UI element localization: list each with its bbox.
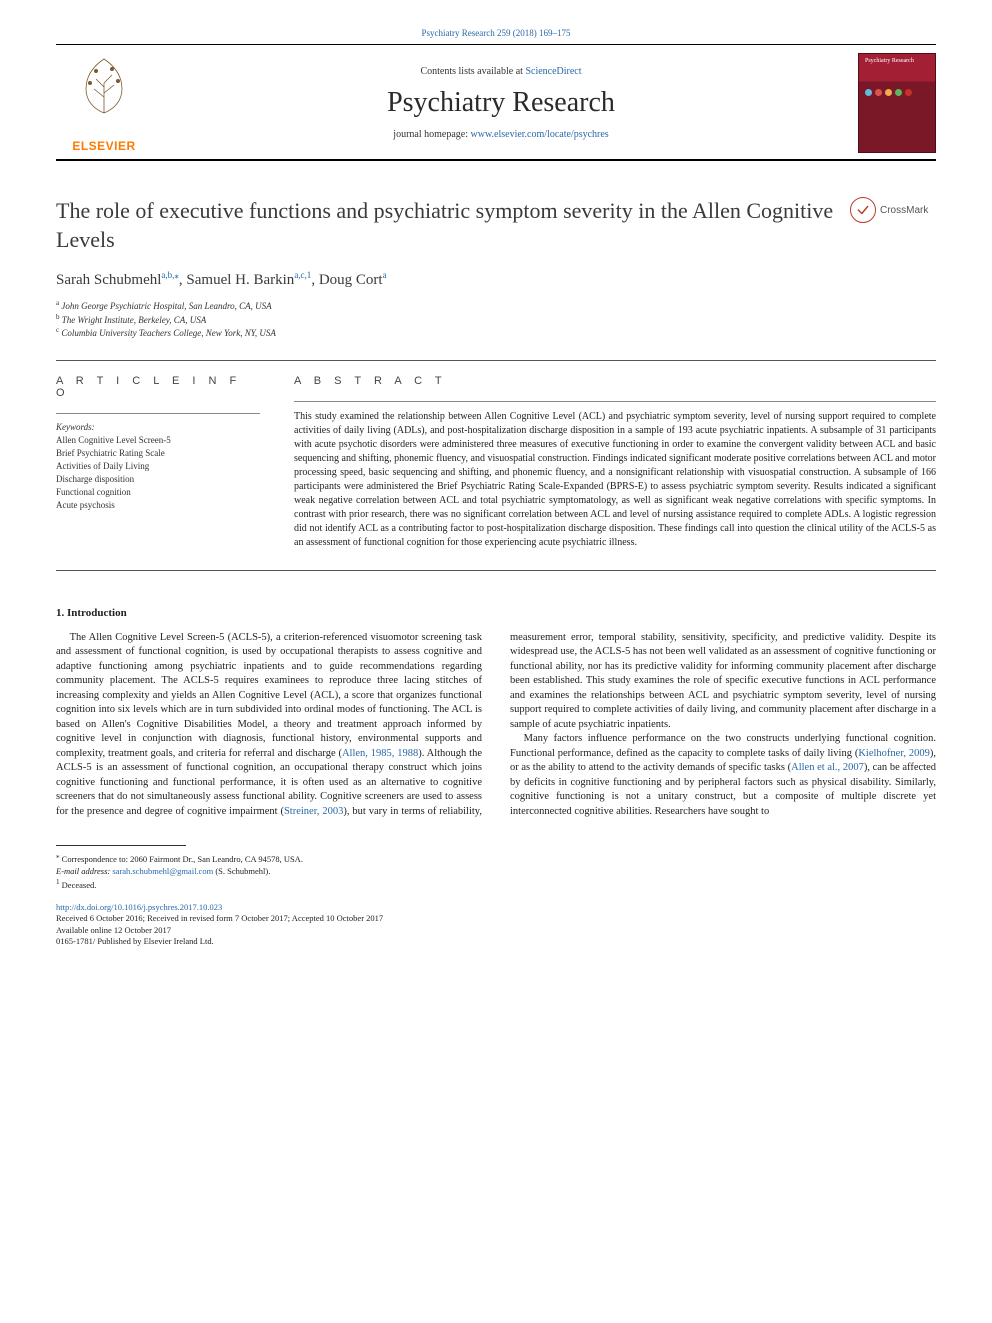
article-info-head: A R T I C L E I N F O: [56, 375, 260, 399]
crossmark-button[interactable]: CrossMark: [850, 197, 936, 223]
elsevier-tree-icon: [72, 53, 136, 117]
affil-a-text: John George Psychiatric Hospital, San Le…: [61, 301, 271, 311]
affil-c: c Columbia University Teachers College, …: [56, 326, 936, 340]
contents-available: Contents lists available at ScienceDirec…: [152, 66, 850, 77]
keywords-list: Allen Cognitive Level Screen-5 Brief Psy…: [56, 434, 260, 512]
author-3-aff[interactable]: a: [383, 270, 387, 280]
author-1: Sarah Schubmehl: [56, 272, 161, 288]
body-p1-a: The Allen Cognitive Level Screen-5 (ACLS…: [56, 632, 482, 759]
homepage-pre: journal homepage:: [393, 129, 470, 140]
corr-footnote: ⁎ Correspondence to: 2060 Fairmont Dr., …: [56, 852, 936, 866]
keyword-item: Functional cognition: [56, 486, 260, 499]
email-link[interactable]: sarah.schubmehl@gmail.com: [112, 866, 213, 876]
contents-pre: Contents lists available at: [420, 66, 525, 77]
email-footnote: E-mail address: sarah.schubmehl@gmail.co…: [56, 866, 936, 878]
keyword-item: Brief Psychiatric Rating Scale: [56, 447, 260, 460]
article-info-col: A R T I C L E I N F O Keywords: Allen Co…: [56, 375, 260, 550]
kw-rule: [56, 413, 260, 414]
running-header: Psychiatry Research 259 (2018) 169–175: [56, 28, 936, 38]
info-block: A R T I C L E I N F O Keywords: Allen Co…: [56, 375, 936, 550]
journal-cover-thumb: Psychiatry Research: [858, 53, 936, 153]
cover-thumb-label: Psychiatry Research: [865, 58, 914, 64]
doi-link[interactable]: http://dx.doi.org/10.1016/j.psychres.201…: [56, 902, 222, 912]
corr-text: Correspondence to: 2060 Fairmont Dr., Sa…: [60, 854, 303, 864]
body-p1-c: and degree of cognitive impairment (: [127, 806, 284, 817]
keyword-item: Activities of Daily Living: [56, 460, 260, 473]
affil-c-text: Columbia University Teachers College, Ne…: [61, 328, 276, 338]
cite-kielhofner-2009[interactable]: Kielhofner, 2009: [858, 748, 930, 759]
affil-b-text: The Wright Institute, Berkeley, CA, USA: [62, 315, 206, 325]
journal-title: Psychiatry Research: [152, 87, 850, 119]
abs-rule: [294, 401, 936, 402]
received-line: Received 6 October 2016; Received in rev…: [56, 913, 936, 924]
crossmark-icon: [850, 197, 876, 223]
cover-thumb-wrap: Psychiatry Research: [850, 53, 936, 153]
abstract-col: A B S T R A C T This study examined the …: [294, 375, 936, 550]
cite-streiner-2003[interactable]: Streiner, 2003: [284, 806, 343, 817]
abstract-head: A B S T R A C T: [294, 375, 936, 387]
email-label: E-mail address:: [56, 866, 112, 876]
abstract-text: This study examined the relationship bet…: [294, 410, 936, 550]
author-1-aff[interactable]: a,b,⁎: [161, 270, 179, 280]
footnote-rule: [56, 845, 186, 846]
email-paren: (S. Schubmehl).: [213, 866, 270, 876]
affil-b: b The Wright Institute, Berkeley, CA, US…: [56, 313, 936, 327]
authors-line: Sarah Schubmehla,b,⁎, Samuel H. Barkina,…: [56, 270, 936, 289]
running-header-link[interactable]: Psychiatry Research 259 (2018) 169–175: [422, 28, 571, 38]
journal-banner: ELSEVIER Contents lists available at Sci…: [56, 45, 936, 161]
affiliations: a John George Psychiatric Hospital, San …: [56, 299, 936, 340]
elsevier-wordmark: ELSEVIER: [72, 139, 135, 153]
keyword-item: Acute psychosis: [56, 499, 260, 512]
footer-meta: http://dx.doi.org/10.1016/j.psychres.201…: [56, 902, 936, 948]
article-title: The role of executive functions and psyc…: [56, 197, 838, 254]
footnotes: ⁎ Correspondence to: 2060 Fairmont Dr., …: [56, 852, 936, 891]
homepage-link[interactable]: www.elsevier.com/locate/psychres: [471, 129, 609, 140]
deceased-text: Deceased.: [60, 880, 97, 890]
publisher-block: ELSEVIER: [56, 53, 152, 153]
body-columns: The Allen Cognitive Level Screen-5 (ACLS…: [56, 631, 936, 819]
cite-allen-1985[interactable]: Allen, 1985, 1988: [342, 748, 418, 759]
issn-line: 0165-1781/ Published by Elsevier Ireland…: [56, 936, 936, 947]
author-2: Samuel H. Barkin: [186, 272, 294, 288]
cite-allen-2007[interactable]: Allen et al., 2007: [791, 762, 864, 773]
available-line: Available online 12 October 2017: [56, 925, 936, 936]
info-divider-top: [56, 360, 936, 361]
cover-thumb-dots: [865, 89, 912, 96]
title-row: The role of executive functions and psyc…: [56, 197, 936, 254]
body-p2: Many factors influence performance on th…: [510, 732, 936, 819]
deceased-footnote: 1 Deceased.: [56, 878, 936, 892]
keyword-item: Allen Cognitive Level Screen-5: [56, 434, 260, 447]
intro-heading: 1. Introduction: [56, 607, 936, 619]
sciencedirect-link[interactable]: ScienceDirect: [525, 66, 581, 77]
crossmark-label: CrossMark: [880, 205, 928, 216]
keywords-label: Keywords:: [56, 422, 260, 432]
author-2-aff[interactable]: a,c,1: [294, 270, 311, 280]
author-3: Doug Cort: [319, 272, 383, 288]
affil-a: a John George Psychiatric Hospital, San …: [56, 299, 936, 313]
journal-homepage: journal homepage: www.elsevier.com/locat…: [152, 129, 850, 140]
info-divider-bottom: [56, 570, 936, 571]
keyword-item: Discharge disposition: [56, 473, 260, 486]
banner-center: Contents lists available at ScienceDirec…: [152, 53, 850, 153]
